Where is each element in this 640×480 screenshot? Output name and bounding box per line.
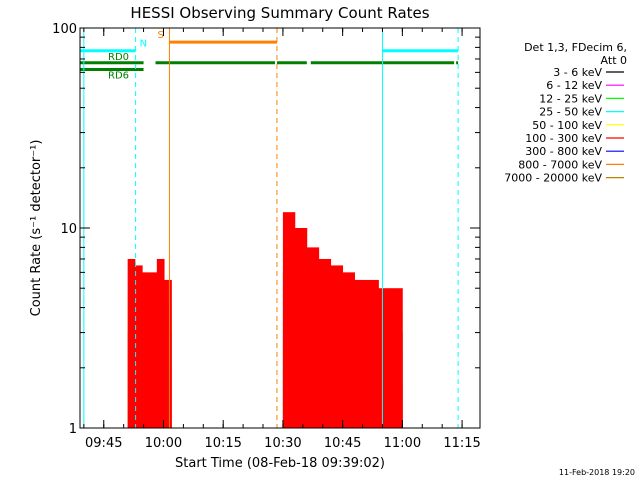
- x-tick-label: 10:30: [264, 436, 301, 451]
- x-tick-label: 10:45: [324, 436, 361, 451]
- legend-header-line: Att 0: [601, 54, 627, 67]
- legend-label: 6 - 12 keV: [546, 79, 602, 92]
- series-bar: [378, 288, 391, 428]
- flag-label: N: [140, 39, 147, 50]
- flag-label: RD6: [108, 71, 129, 82]
- series-bar: [330, 265, 344, 428]
- legend-label: 300 - 800 keV: [525, 145, 602, 158]
- x-tick-label: 10:15: [204, 436, 241, 451]
- series-bar: [318, 258, 332, 428]
- y-axis-label: Count Rate (s⁻¹ detector⁻¹): [29, 140, 44, 317]
- flag-label: S: [157, 30, 163, 41]
- legend-label: 800 - 7000 keV: [518, 158, 602, 171]
- legend-header-line: Det 1,3, FDecim 6,: [524, 41, 627, 54]
- legend-label: 50 - 100 keV: [532, 119, 602, 132]
- x-tick-label: 09:45: [85, 436, 122, 451]
- flag-lines: SN RD0 RD6: [80, 30, 459, 82]
- axes: 09:45 10:00 10:15 10:30 10:45 11:00 11:15 1 10 10…: [52, 22, 481, 451]
- series-bar: [342, 272, 355, 428]
- x-tick-label: 11:00: [384, 436, 421, 451]
- legend-label: 12 - 25 keV: [539, 92, 602, 105]
- series-bar: [306, 247, 320, 428]
- chart-title: HESSI Observing Summary Count Rates: [130, 4, 429, 22]
- y-tick-label: 100: [52, 22, 77, 37]
- series-bar: [366, 279, 379, 428]
- series-bar: [390, 288, 403, 428]
- y-tick-label: 10: [60, 222, 77, 237]
- series-bar: [294, 228, 308, 428]
- series-bar: [149, 272, 158, 428]
- x-tick-label: 10:00: [145, 436, 182, 451]
- series-bar: [354, 279, 367, 428]
- flag-label: RD0: [108, 52, 129, 63]
- legend-label: 25 - 50 keV: [539, 106, 602, 119]
- series-bar: [134, 265, 143, 428]
- timestamp-footer: 11-Feb-2018 19:20: [559, 468, 635, 477]
- series-bar: [142, 272, 150, 428]
- series-bar: [127, 258, 136, 428]
- x-axis-label: Start Time (08-Feb-18 09:39:02): [175, 456, 385, 471]
- series-bar: [164, 279, 172, 428]
- y-tick-label: 1: [69, 422, 77, 437]
- legend-label: 7000 - 20000 keV: [504, 172, 602, 185]
- x-tick-label: 11:15: [443, 436, 480, 451]
- legend-label: 100 - 300 keV: [525, 132, 602, 145]
- legend-label: 3 - 6 keV: [553, 66, 602, 79]
- series-bar: [282, 212, 296, 428]
- count-rate-series: [127, 212, 403, 428]
- series-bar: [156, 258, 165, 428]
